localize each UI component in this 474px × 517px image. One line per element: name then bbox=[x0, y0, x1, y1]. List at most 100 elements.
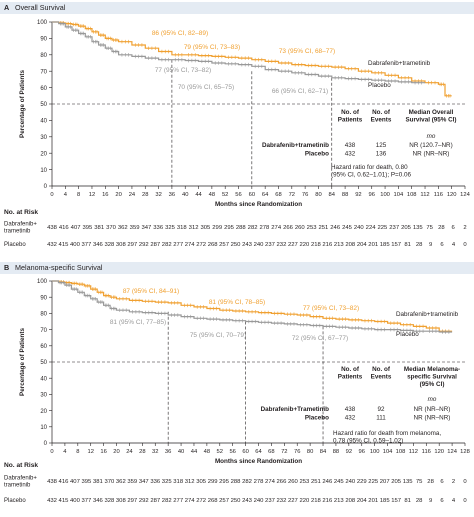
risk-count: 0 bbox=[463, 479, 467, 485]
risk-count: 227 bbox=[288, 242, 298, 248]
y-tick-label: 20 bbox=[40, 409, 47, 415]
risk-count: 81 bbox=[404, 498, 411, 504]
risk-count: 204 bbox=[357, 498, 368, 504]
stats-table-header: Events bbox=[371, 374, 392, 381]
panel-b-header: B Melanoma-specific Survival bbox=[0, 262, 474, 274]
risk-count: 243 bbox=[242, 498, 253, 504]
dabrafenib-trametinib-curve bbox=[52, 280, 453, 332]
risk-count: 282 bbox=[242, 479, 252, 485]
x-tick-label: 84 bbox=[329, 192, 336, 198]
stats-table-header: specific Survival bbox=[407, 374, 457, 381]
risk-count: 377 bbox=[81, 498, 91, 504]
risk-count: 328 bbox=[104, 498, 115, 504]
risk-count: 305 bbox=[200, 225, 211, 231]
risk-count: 28 bbox=[438, 225, 445, 231]
risk-count: 395 bbox=[81, 479, 92, 485]
y-tick-label: 80 bbox=[40, 312, 47, 318]
y-tick-label: 20 bbox=[40, 151, 47, 157]
survival-rate-annotation: 77 (95% CI, 73–82) bbox=[303, 305, 359, 312]
x-tick-label: 96 bbox=[359, 449, 365, 455]
x-tick-label: 120 bbox=[447, 192, 457, 198]
stats-events: 111 bbox=[376, 415, 386, 422]
risk-count: 157 bbox=[391, 498, 401, 504]
risk-count: 9 bbox=[429, 498, 432, 504]
stats-table-header: No. of bbox=[372, 366, 391, 373]
risk-count: 381 bbox=[93, 479, 103, 485]
risk-count: 438 bbox=[47, 225, 58, 231]
risk-count: 277 bbox=[173, 242, 183, 248]
risk-count: 362 bbox=[116, 479, 126, 485]
risk-count: 287 bbox=[150, 242, 160, 248]
risk-count: 277 bbox=[173, 498, 183, 504]
x-tick-label: 104 bbox=[383, 449, 393, 455]
y-tick-label: 60 bbox=[40, 344, 47, 350]
y-tick-label: 0 bbox=[44, 441, 48, 447]
risk-count: 4 bbox=[452, 498, 456, 504]
risk-count: 201 bbox=[368, 498, 378, 504]
risk-count: 28 bbox=[427, 479, 434, 485]
panel-a-letter: A bbox=[4, 3, 10, 12]
x-tick-label: 124 bbox=[460, 192, 470, 198]
series-label-placebo: Placebo bbox=[368, 82, 391, 89]
risk-row-label: Placebo bbox=[4, 242, 26, 248]
risk-count: 308 bbox=[116, 242, 127, 248]
x-tick-label: 28 bbox=[139, 449, 145, 455]
x-tick-label: 96 bbox=[369, 192, 375, 198]
risk-count: 292 bbox=[139, 242, 149, 248]
stats-events: 125 bbox=[376, 142, 387, 149]
hazard-ratio-note: (95% CI, 0.62–1.01); P=0.06 bbox=[331, 172, 411, 179]
risk-count: 312 bbox=[189, 225, 199, 231]
risk-count: 282 bbox=[162, 242, 172, 248]
x-tick-label: 92 bbox=[355, 192, 361, 198]
dabrafenib-trametinib-curve bbox=[52, 21, 452, 97]
panel-b-letter: B bbox=[4, 263, 10, 272]
x-tick-label: 32 bbox=[152, 449, 158, 455]
y-tick-label: 10 bbox=[40, 168, 47, 174]
survival-rate-annotation: 73 (95% CI, 68–77) bbox=[279, 48, 335, 55]
risk-count: 0 bbox=[463, 242, 467, 248]
risk-count: 347 bbox=[139, 479, 149, 485]
stats-table-header: Patients bbox=[338, 374, 363, 381]
risk-count: 260 bbox=[295, 225, 306, 231]
risk-count: 274 bbox=[185, 498, 196, 504]
risk-count: 218 bbox=[311, 242, 322, 248]
risk-row-label: Dabrafenib+ bbox=[4, 476, 37, 482]
risk-count: 201 bbox=[368, 242, 378, 248]
stats-median: NR (NR–NR) bbox=[414, 415, 451, 422]
x-tick-label: 12 bbox=[89, 192, 95, 198]
x-tick-label: 28 bbox=[142, 192, 148, 198]
y-tick-label: 10 bbox=[40, 425, 47, 431]
survival-rate-annotation: 79 (95% CI, 73–83) bbox=[184, 44, 240, 51]
risk-count: 299 bbox=[212, 225, 222, 231]
risk-count: 415 bbox=[59, 498, 70, 504]
risk-count: 325 bbox=[162, 479, 173, 485]
risk-count: 272 bbox=[196, 242, 206, 248]
risk-row-label: trametinib bbox=[4, 483, 31, 489]
risk-count: 432 bbox=[47, 498, 57, 504]
risk-count: 416 bbox=[59, 479, 70, 485]
survival-rate-annotation: 75 (95% CI, 70–79) bbox=[190, 332, 246, 339]
risk-count: 28 bbox=[416, 498, 423, 504]
y-tick-label: 0 bbox=[44, 184, 48, 190]
risk-count: 325 bbox=[165, 225, 176, 231]
risk-table-title: No. at Risk bbox=[4, 209, 38, 216]
x-tick-label: 52 bbox=[222, 192, 228, 198]
risk-count: 346 bbox=[93, 242, 104, 248]
risk-count: 220 bbox=[299, 498, 310, 504]
x-tick-label: 24 bbox=[126, 449, 133, 455]
y-tick-label: 80 bbox=[40, 53, 47, 59]
x-tick-label: 72 bbox=[281, 449, 287, 455]
x-tick-label: 120 bbox=[434, 449, 444, 455]
risk-row-label: Dabrafenib+ bbox=[4, 222, 37, 228]
risk-count: 2 bbox=[452, 479, 455, 485]
stats-events: 92 bbox=[377, 406, 385, 413]
x-tick-label: 116 bbox=[422, 449, 431, 455]
x-tick-label: 80 bbox=[315, 192, 321, 198]
series-label-dabrafenib: Dabrafenib+trametinib bbox=[396, 311, 459, 318]
stats-median: NR (NR–NR) bbox=[413, 151, 450, 158]
x-tick-label: 100 bbox=[370, 449, 380, 455]
risk-count: 312 bbox=[185, 479, 195, 485]
x-tick-label: 76 bbox=[302, 192, 308, 198]
risk-count: 253 bbox=[307, 225, 318, 231]
risk-count: 377 bbox=[81, 242, 91, 248]
